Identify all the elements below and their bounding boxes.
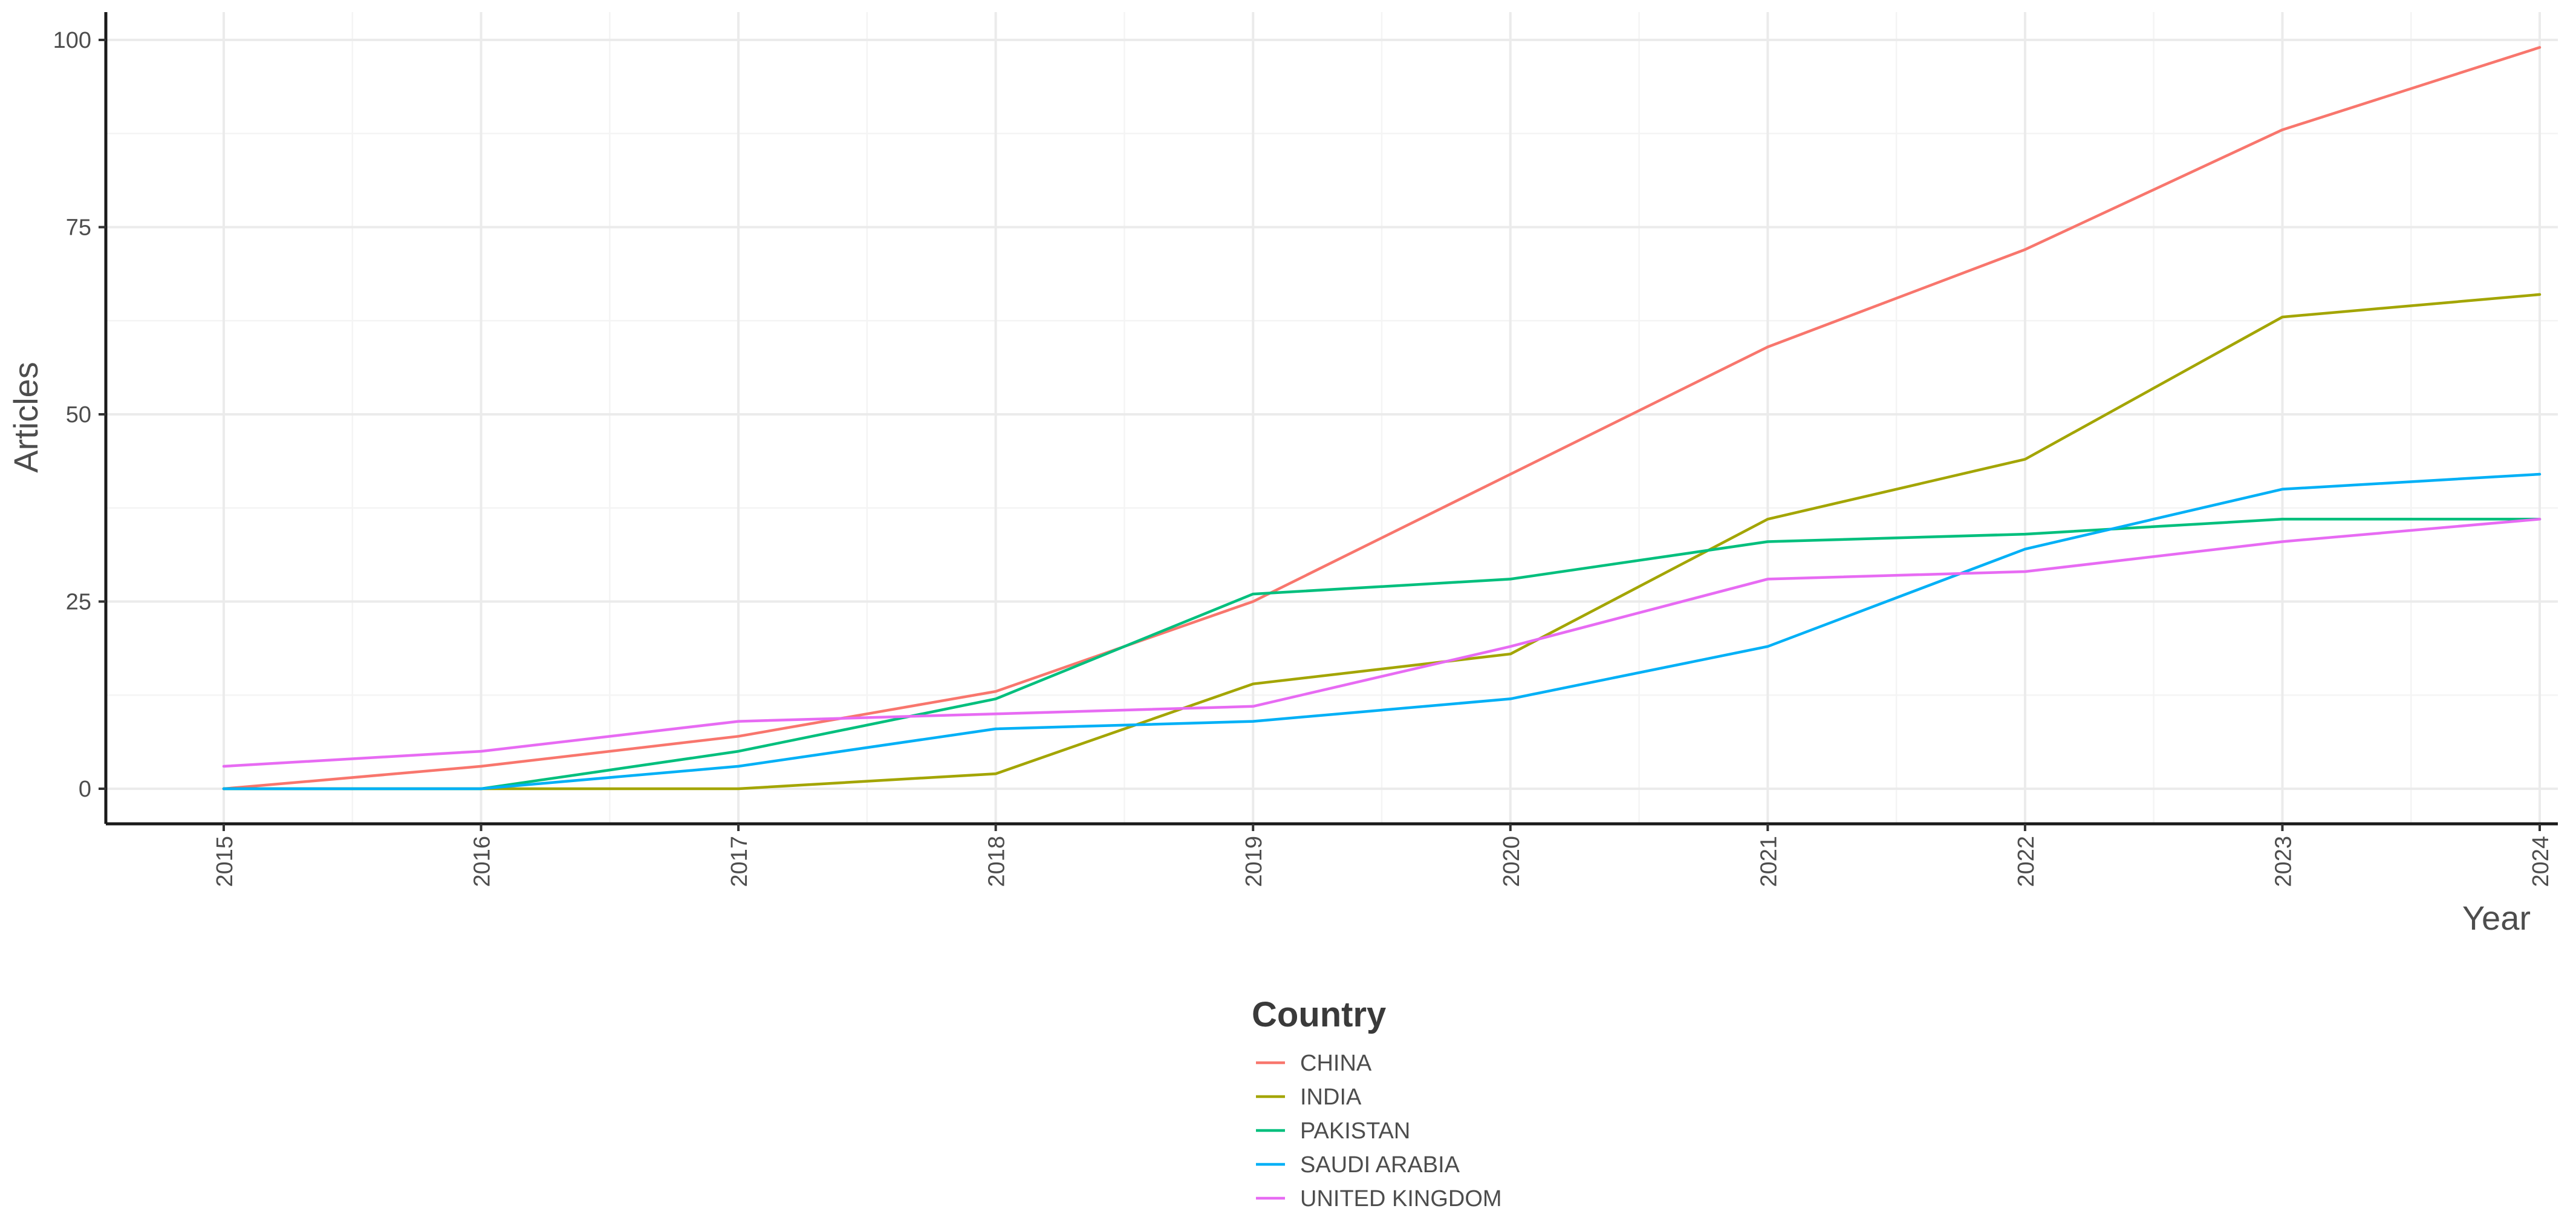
x-axis-ticks: 2015 2016 2017 2018 2019 2020 2021 2022 2023 2024 [212, 824, 2554, 887]
legend: Country CHINA INDIA PAKISTAN SAUDI ARABIA UN… [1252, 995, 1502, 1212]
minor-gridlines [106, 12, 2558, 824]
x-tick-label: 2022 [2014, 836, 2039, 887]
x-tick-label: 2015 [212, 836, 238, 887]
x-tick-label: 2024 [2528, 836, 2554, 887]
series-line-china [222, 46, 2542, 791]
x-tick-label: 2023 [2271, 836, 2296, 887]
x-tick-label: 2019 [1241, 836, 1267, 887]
x-tick-label: 2018 [984, 836, 1010, 887]
legend-label: PAKISTAN [1300, 1118, 1410, 1144]
series-line-united-kingdom [222, 518, 2542, 768]
legend-item-india: INDIA [1256, 1085, 1362, 1110]
x-tick-label: 2017 [727, 836, 752, 887]
series-line-india [222, 293, 2542, 791]
y-tick-label: 50 [66, 402, 91, 428]
legend-title: Country [1252, 995, 1386, 1034]
legend-label: SAUDI ARABIA [1300, 1152, 1460, 1178]
x-tick-label: 2016 [470, 836, 495, 887]
y-tick-label: 25 [66, 590, 91, 615]
plot-panel [106, 12, 2558, 824]
series-line-saudi-arabia [222, 472, 2542, 791]
series-lines [222, 46, 2542, 791]
legend-label: UNITED KINGDOM [1300, 1186, 1502, 1212]
legend-label: INDIA [1300, 1085, 1362, 1110]
series-line-pakistan [222, 518, 2542, 791]
y-tick-label: 0 [79, 777, 91, 802]
y-axis-ticks: 0 25 50 75 100 [53, 28, 106, 802]
y-tick-label: 75 [66, 215, 91, 241]
legend-item-saudi-arabia: SAUDI ARABIA [1256, 1152, 1460, 1178]
y-axis-title: Articles [7, 362, 45, 473]
legend-items: CHINA INDIA PAKISTAN SAUDI ARABIA UNITED KIN… [1256, 1051, 1502, 1212]
legend-item-united-kingdom: UNITED KINGDOM [1256, 1186, 1502, 1212]
y-tick-label: 100 [53, 28, 91, 53]
x-tick-label: 2020 [1499, 836, 1524, 887]
legend-item-pakistan: PAKISTAN [1256, 1118, 1410, 1144]
legend-label: CHINA [1300, 1051, 1372, 1076]
x-axis-title: Year [2462, 899, 2531, 937]
legend-item-china: CHINA [1256, 1051, 1372, 1076]
x-tick-label: 2021 [1756, 836, 1781, 887]
